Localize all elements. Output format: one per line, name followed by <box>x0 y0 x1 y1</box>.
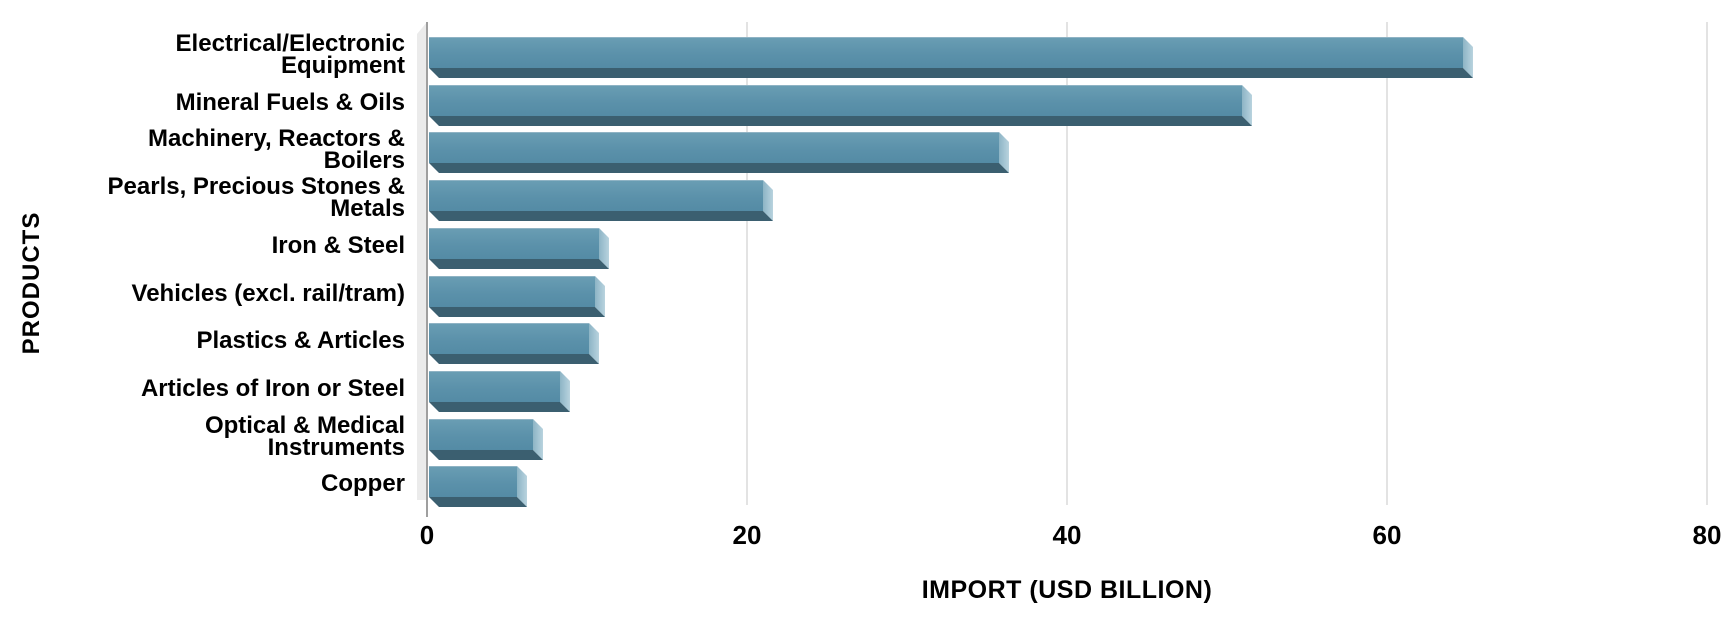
category-label: Mineral Fuels & Oils <box>175 88 405 116</box>
x-tick-label: 80 <box>1692 520 1722 550</box>
bar-row-2 <box>429 132 1009 173</box>
bar-row-9 <box>429 466 527 507</box>
x-tick-label: 20 <box>732 520 762 550</box>
bar-face <box>429 85 1242 116</box>
bar-face <box>429 466 517 497</box>
category-label: Articles of Iron or Steel <box>140 374 405 402</box>
gridline-x-60 <box>1386 22 1388 505</box>
bar-bottom-shadow <box>429 402 570 412</box>
bar-face <box>429 180 763 211</box>
gridline-x-80 <box>1706 22 1708 505</box>
bar-row-6 <box>429 323 599 364</box>
x-tick-label: 40 <box>1052 520 1082 550</box>
bar-bottom-shadow <box>429 211 773 221</box>
category-label: Pearls, Precious Stones & Metals <box>107 172 405 222</box>
category-label: Machinery, Reactors & Boilers <box>148 124 405 174</box>
bar-bottom-shadow <box>429 116 1252 126</box>
category-label: Optical & Medical Instruments <box>204 411 405 461</box>
bar-face <box>429 132 999 163</box>
category-label: Plastics & Articles <box>196 326 405 354</box>
y-axis-line <box>426 22 428 517</box>
bar-face <box>429 419 533 450</box>
x-tick-label: 60 <box>1372 520 1402 550</box>
bar-row-4 <box>429 228 609 269</box>
bar-row-5 <box>429 276 605 317</box>
bar-row-3 <box>429 180 773 221</box>
x-axis-title: IMPORT (USD BILLION) <box>921 576 1213 604</box>
category-label: Copper <box>321 469 405 497</box>
bar-row-0 <box>429 37 1473 78</box>
bar-face <box>429 37 1463 68</box>
bar-bottom-shadow <box>429 68 1473 78</box>
bar-row-1 <box>429 85 1252 126</box>
axis-wall-3d <box>417 22 427 500</box>
bar-face <box>429 228 599 259</box>
gridline-x-20 <box>746 22 748 505</box>
category-label: Vehicles (excl. rail/tram) <box>131 279 405 307</box>
bar-bottom-shadow <box>429 354 599 364</box>
category-label: Electrical/Electronic Equipment <box>175 29 405 79</box>
x-tick-label: 0 <box>419 520 435 550</box>
bar-face <box>429 276 595 307</box>
bar-bottom-shadow <box>429 259 609 269</box>
bar-bottom-shadow <box>429 163 1009 173</box>
bar-face <box>429 323 589 354</box>
bar-face <box>429 371 560 402</box>
gridline-x-40 <box>1066 22 1068 505</box>
bar-bottom-shadow <box>429 450 543 460</box>
bar-bottom-shadow <box>429 307 605 317</box>
category-label: Iron & Steel <box>271 231 405 259</box>
bar-row-7 <box>429 371 570 412</box>
bar-bottom-shadow <box>429 497 527 507</box>
bar-row-8 <box>429 419 543 460</box>
